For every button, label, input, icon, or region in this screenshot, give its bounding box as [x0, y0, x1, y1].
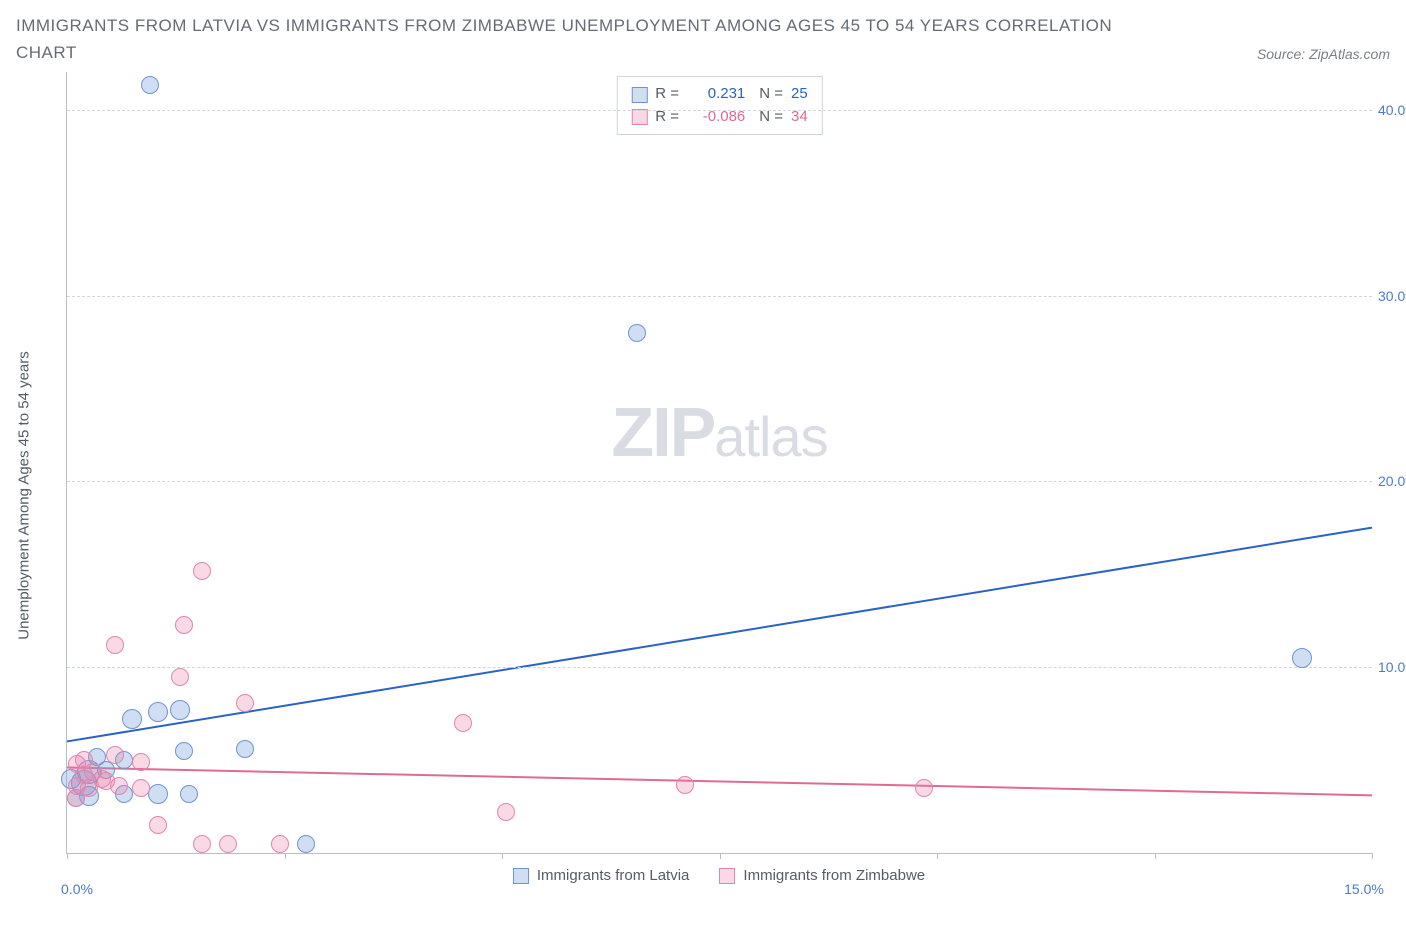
data-point — [628, 324, 646, 342]
legend-item-latvia: Immigrants from Latvia — [513, 867, 690, 884]
n-label: N = — [759, 83, 783, 106]
y-tick-label: 20.0% — [1378, 473, 1406, 489]
x-tick — [720, 853, 721, 859]
trend-lines — [67, 72, 1372, 853]
n-value-latvia: 25 — [791, 83, 808, 106]
data-point — [236, 740, 254, 758]
chart-container: Unemployment Among Ages 45 to 54 years Z… — [16, 72, 1390, 902]
gridline — [67, 296, 1372, 297]
legend-item-zimbabwe: Immigrants from Zimbabwe — [719, 867, 925, 884]
legend-correlation-box: R = 0.231 N = 25 R = -0.086 N = 34 — [616, 76, 822, 135]
y-tick-label: 40.0% — [1378, 102, 1406, 118]
legend-series: Immigrants from Latvia Immigrants from Z… — [66, 867, 1372, 884]
x-tick — [502, 853, 503, 859]
data-point — [148, 784, 168, 804]
watermark-text-b: atlas — [714, 405, 827, 468]
swatch-zimbabwe — [631, 109, 647, 125]
gridline — [67, 110, 1372, 111]
data-point — [110, 777, 128, 795]
legend-row-latvia: R = 0.231 N = 25 — [631, 83, 807, 106]
data-point — [175, 616, 193, 634]
data-point — [497, 803, 515, 821]
data-point — [132, 779, 150, 797]
data-point — [1292, 648, 1312, 668]
y-tick-label: 30.0% — [1378, 288, 1406, 304]
legend-label-zimbabwe: Immigrants from Zimbabwe — [743, 867, 925, 884]
gridline — [67, 481, 1372, 482]
data-point — [141, 76, 159, 94]
data-point — [236, 694, 254, 712]
trend-line — [67, 528, 1372, 742]
data-point — [676, 776, 694, 794]
y-tick-label: 10.0% — [1378, 659, 1406, 675]
data-point — [193, 835, 211, 853]
data-point — [170, 700, 190, 720]
x-tick — [1372, 853, 1373, 859]
data-point — [171, 668, 189, 686]
data-point — [297, 835, 315, 853]
swatch-latvia — [513, 868, 529, 884]
data-point — [271, 835, 289, 853]
data-point — [219, 835, 237, 853]
gridline — [67, 667, 1372, 668]
x-tick — [67, 853, 68, 859]
data-point — [148, 702, 168, 722]
trend-line — [67, 768, 1372, 796]
r-label: R = — [655, 83, 683, 106]
data-point — [67, 789, 85, 807]
data-point — [454, 714, 472, 732]
data-point — [106, 636, 124, 654]
chart-title: IMMIGRANTS FROM LATVIA VS IMMIGRANTS FRO… — [16, 12, 1116, 66]
data-point — [180, 785, 198, 803]
r-value-latvia: 0.231 — [691, 83, 745, 106]
data-point — [132, 753, 150, 771]
plot-area: ZIPatlas R = 0.231 N = 25 R = -0.086 N =… — [66, 72, 1372, 854]
source-credit: Source: ZipAtlas.com — [1257, 46, 1390, 66]
swatch-latvia — [631, 87, 647, 103]
data-point — [68, 755, 86, 773]
data-point — [93, 770, 111, 788]
data-point — [915, 779, 933, 797]
y-axis-label: Unemployment Among Ages 45 to 54 years — [16, 352, 33, 641]
data-point — [193, 562, 211, 580]
x-tick — [1155, 853, 1156, 859]
x-tick — [285, 853, 286, 859]
legend-label-latvia: Immigrants from Latvia — [537, 867, 690, 884]
watermark: ZIPatlas — [611, 392, 827, 472]
data-point — [149, 816, 167, 834]
watermark-text-a: ZIP — [611, 393, 714, 471]
data-point — [106, 746, 124, 764]
x-tick — [937, 853, 938, 859]
swatch-zimbabwe — [719, 868, 735, 884]
data-point — [175, 742, 193, 760]
data-point — [122, 709, 142, 729]
